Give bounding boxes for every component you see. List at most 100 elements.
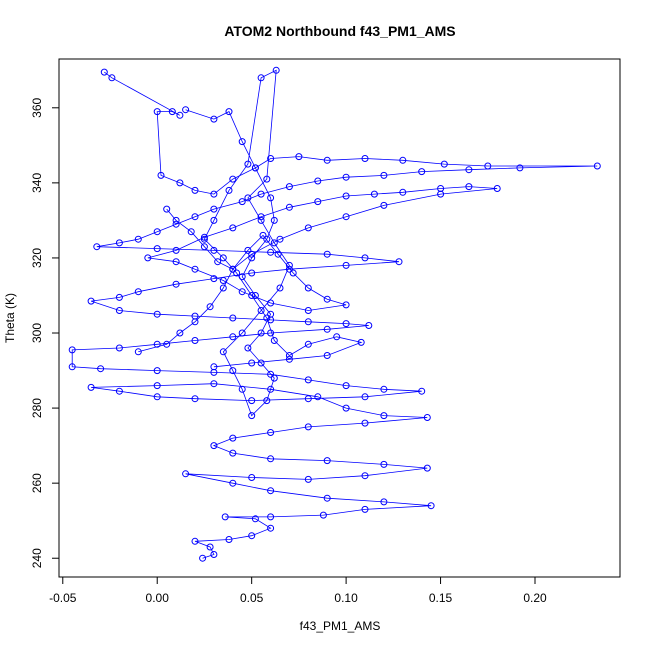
data-point bbox=[380, 385, 388, 393]
data-point bbox=[210, 115, 218, 123]
data-point bbox=[270, 239, 278, 247]
data-point bbox=[314, 198, 322, 206]
y-tick-label: 300 bbox=[30, 323, 44, 343]
data-point bbox=[229, 333, 237, 341]
data-point bbox=[380, 171, 388, 179]
data-point bbox=[276, 235, 284, 243]
data-point bbox=[267, 524, 275, 532]
data-point bbox=[68, 363, 76, 371]
data-point bbox=[182, 106, 190, 114]
data-point bbox=[267, 299, 275, 307]
data-point bbox=[365, 322, 373, 329]
data-point bbox=[238, 138, 246, 146]
x-tick-label: 0.15 bbox=[429, 591, 453, 605]
y-tick-label: 360 bbox=[30, 97, 44, 117]
data-point bbox=[267, 513, 275, 521]
data-point bbox=[593, 162, 601, 170]
data-point bbox=[108, 74, 116, 82]
data-point bbox=[200, 235, 208, 243]
data-point bbox=[134, 348, 142, 356]
data-point bbox=[465, 183, 473, 191]
data-point bbox=[333, 333, 341, 341]
data-point bbox=[295, 153, 303, 161]
x-tick-label: 0.05 bbox=[240, 591, 264, 605]
data-point bbox=[176, 111, 184, 119]
data-point bbox=[267, 385, 275, 393]
data-point bbox=[153, 382, 161, 390]
data-point bbox=[259, 231, 267, 239]
data-point bbox=[263, 314, 271, 322]
data-point bbox=[248, 474, 256, 481]
y-tick-label: 320 bbox=[30, 248, 44, 268]
data-point bbox=[272, 66, 280, 74]
data-point bbox=[244, 194, 252, 202]
data-point bbox=[182, 470, 190, 478]
data-point bbox=[68, 346, 76, 354]
data-point bbox=[361, 155, 369, 162]
data-point bbox=[163, 340, 171, 348]
data-point bbox=[342, 261, 350, 269]
data-point bbox=[87, 383, 95, 391]
data-point bbox=[172, 258, 180, 266]
data-point bbox=[323, 295, 331, 303]
data-point bbox=[380, 498, 388, 506]
data-point bbox=[304, 340, 312, 348]
data-point bbox=[423, 464, 431, 472]
data-point bbox=[323, 250, 331, 258]
data-point bbox=[267, 429, 275, 436]
data-point bbox=[199, 554, 207, 562]
data-point bbox=[244, 344, 252, 352]
data-point bbox=[304, 307, 312, 314]
chart-title: ATOM2 Northbound f43_PM1_AMS bbox=[224, 23, 455, 39]
data-point bbox=[427, 502, 435, 510]
data-point bbox=[257, 190, 265, 198]
data-point bbox=[304, 475, 312, 483]
data-point bbox=[323, 325, 331, 333]
data-point bbox=[134, 235, 142, 243]
data-point bbox=[248, 397, 256, 405]
data-point bbox=[437, 190, 445, 198]
data-point bbox=[153, 340, 161, 348]
data-point bbox=[361, 419, 369, 427]
data-point bbox=[200, 233, 208, 241]
data-point bbox=[191, 537, 199, 545]
data-point bbox=[484, 162, 492, 170]
data-point bbox=[342, 382, 350, 390]
data-point bbox=[263, 235, 271, 243]
data-point bbox=[323, 156, 331, 164]
data-point bbox=[342, 192, 350, 200]
data-point bbox=[314, 393, 322, 401]
data-point bbox=[168, 108, 176, 116]
y-tick-label: 340 bbox=[30, 173, 44, 193]
data-point bbox=[267, 455, 275, 463]
data-point bbox=[244, 246, 252, 254]
data-point bbox=[418, 387, 426, 395]
data-point bbox=[229, 434, 237, 442]
data-point bbox=[233, 269, 241, 277]
chart-traces bbox=[68, 66, 601, 562]
data-point bbox=[229, 479, 237, 487]
x-axis-label: f43_PM1_AMS bbox=[300, 619, 381, 633]
data-point bbox=[187, 228, 195, 236]
y-axis: 240 260 280 300 320 340 360 bbox=[30, 97, 60, 568]
data-point bbox=[238, 385, 246, 393]
x-axis: -0.05 0.00 0.05 0.10 0.15 0.20 bbox=[49, 576, 547, 605]
data-point bbox=[225, 536, 233, 543]
data-point bbox=[440, 160, 448, 168]
data-point bbox=[200, 243, 208, 251]
data-point bbox=[191, 318, 199, 326]
data-point bbox=[257, 74, 265, 82]
data-point bbox=[516, 164, 524, 172]
data-point bbox=[465, 166, 473, 174]
data-point bbox=[251, 164, 259, 172]
data-point bbox=[493, 185, 501, 192]
data-point bbox=[210, 551, 218, 558]
data-point bbox=[153, 367, 161, 375]
data-point bbox=[172, 246, 180, 254]
data-point bbox=[285, 183, 293, 191]
data-point bbox=[267, 487, 275, 495]
data-point bbox=[267, 370, 275, 378]
data-point bbox=[342, 404, 350, 412]
data-point bbox=[153, 310, 161, 318]
data-point bbox=[100, 68, 108, 76]
